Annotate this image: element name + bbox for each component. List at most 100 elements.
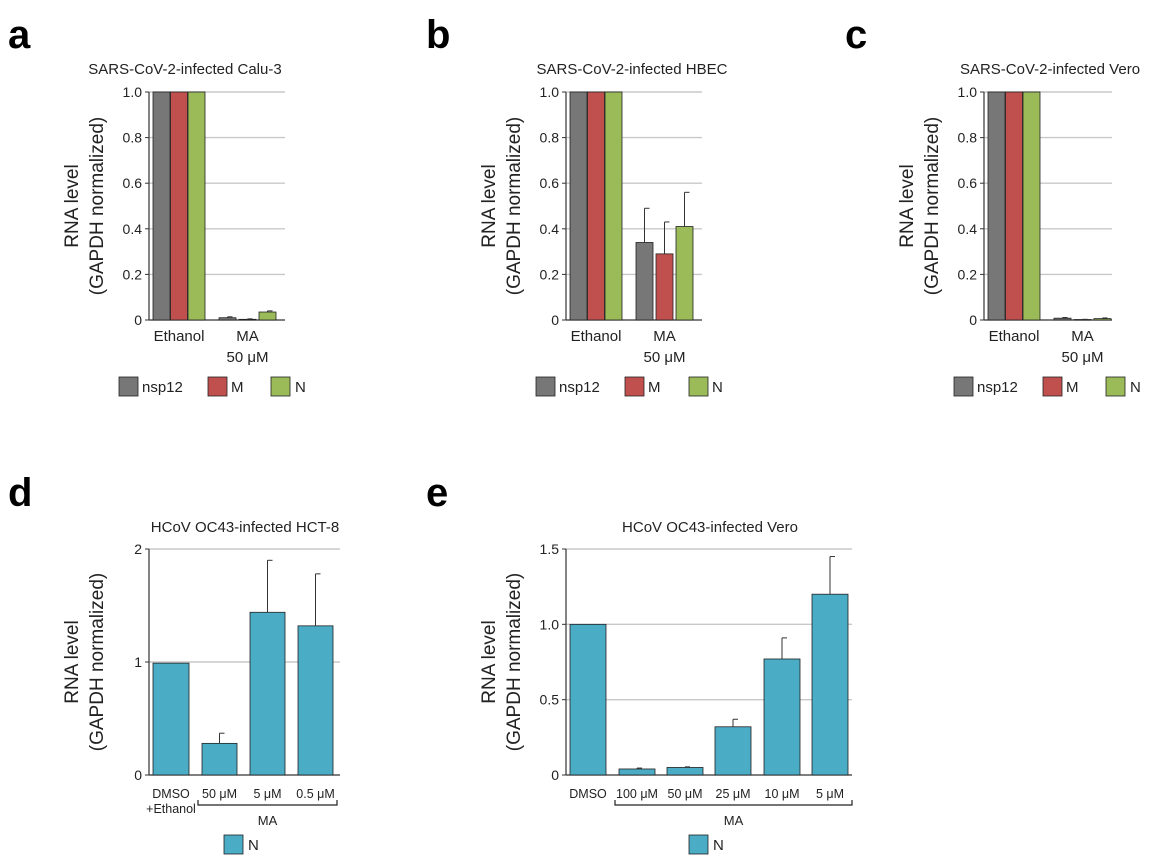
group-bracket xyxy=(614,800,853,806)
legend-swatch xyxy=(223,834,244,855)
x-category-label: Ethanol xyxy=(571,328,622,345)
y-tick-label: 0 xyxy=(134,767,142,783)
panel-letter: b xyxy=(426,13,450,57)
x-category-label: 50 μM xyxy=(668,787,703,801)
y-tick-label: 0.6 xyxy=(540,175,560,191)
panel-letter: a xyxy=(8,13,31,57)
x-category-label: 10 μM xyxy=(765,787,800,801)
x-category-label: DMSO xyxy=(569,787,607,801)
y-tick-label: 1.0 xyxy=(958,84,978,100)
bar-nsp12 xyxy=(987,91,1006,321)
y-tick-label: 0.2 xyxy=(958,266,978,282)
y-axis-label: RNA level xyxy=(479,164,500,247)
panel-e: e HCoV OC43-infected Vero 0 0.5 1.0 1.5 RNA le… xyxy=(426,471,853,855)
legend-swatch xyxy=(953,376,974,397)
legend-label: M xyxy=(1066,379,1079,396)
y-axis-label: RNA level xyxy=(62,620,83,703)
panel-letter: e xyxy=(426,471,448,515)
x-category-label: DMSO xyxy=(152,787,190,801)
panel-d: d HCoV OC43-infected HCT-8 0 1 2 RNA level (GA… xyxy=(8,471,340,855)
x-category-sublabel: 50 μM xyxy=(227,349,269,366)
bar-n xyxy=(666,767,704,776)
legend-swatch xyxy=(1105,376,1126,397)
bar-n xyxy=(1022,91,1041,321)
x-category-label: 100 μM xyxy=(616,787,658,801)
y-tick-label: 1.0 xyxy=(540,616,560,632)
x-category-label: 25 μM xyxy=(716,787,751,801)
bar-m xyxy=(1005,91,1023,321)
y-tick-label: 0.2 xyxy=(123,266,143,282)
y-axis-label-sub: (GAPDH normalized) xyxy=(922,117,943,295)
y-tick-label: 0.4 xyxy=(123,221,143,237)
legend-label: N xyxy=(712,379,723,396)
chart-title: SARS-CoV-2-infected Vero xyxy=(960,61,1140,78)
y-tick-label: 0 xyxy=(134,312,142,328)
x-category-label: 50 μM xyxy=(202,787,237,801)
y-tick-label: 0.4 xyxy=(958,221,978,237)
legend-label: M xyxy=(648,379,661,396)
y-tick-label: 0.8 xyxy=(540,130,560,146)
chart-title: SARS-CoV-2-infected HBEC xyxy=(537,61,728,78)
bar-n xyxy=(714,726,752,776)
y-axis-label: RNA level xyxy=(479,620,500,703)
panel-letter: c xyxy=(845,13,867,57)
y-tick-label: 0.5 xyxy=(540,692,560,708)
legend-swatch xyxy=(118,376,139,397)
bar-m xyxy=(655,253,674,321)
legend-swatch xyxy=(207,376,228,397)
legend-swatch xyxy=(535,376,556,397)
y-tick-label: 2 xyxy=(134,541,142,557)
legend-swatch xyxy=(270,376,291,397)
chart-title: SARS-CoV-2-infected Calu-3 xyxy=(88,61,281,78)
panel-letter: d xyxy=(8,471,32,515)
legend-label: nsp12 xyxy=(559,379,600,396)
legend-label: N xyxy=(1130,379,1141,396)
bar-nsp12 xyxy=(152,91,171,321)
bar-n xyxy=(763,658,801,776)
y-tick-label: 0.2 xyxy=(540,266,560,282)
y-axis-label: RNA level xyxy=(897,164,918,247)
x-category-label: 5 μM xyxy=(816,787,844,801)
x-category-label: Ethanol xyxy=(989,328,1040,345)
y-tick-label: 0.6 xyxy=(123,175,143,191)
y-tick-label: 1.0 xyxy=(540,84,560,100)
group-bracket xyxy=(197,800,338,806)
y-axis-label-sub: (GAPDH normalized) xyxy=(87,573,108,751)
legend-label: N xyxy=(295,379,306,396)
y-tick-label: 0 xyxy=(969,312,977,328)
y-tick-label: 0 xyxy=(551,312,559,328)
bar-n xyxy=(811,593,849,776)
x-category-label: 5 μM xyxy=(253,787,281,801)
panel-b: b SARS-CoV-2-infected HBEC 0 0.2 0.4 0.6 0.8 1.… xyxy=(426,13,728,397)
x-category-label: 0.5 μM xyxy=(296,787,334,801)
bar-n xyxy=(297,625,334,776)
legend-label: N xyxy=(713,837,724,854)
legend-label: nsp12 xyxy=(977,379,1018,396)
chart-title: HCoV OC43-infected Vero xyxy=(622,519,798,536)
bar-n xyxy=(201,742,238,776)
x-category-label: MA xyxy=(236,328,259,345)
bar-nsp12 xyxy=(569,91,588,321)
x-category-label: MA xyxy=(653,328,676,345)
y-tick-label: 1.5 xyxy=(540,541,560,557)
y-tick-label: 0.8 xyxy=(123,130,143,146)
y-tick-label: 1 xyxy=(134,654,142,670)
y-tick-label: 1.0 xyxy=(123,84,143,100)
y-tick-label: 0.8 xyxy=(958,130,978,146)
bar-n xyxy=(152,662,190,776)
bar-m xyxy=(587,91,605,321)
bar-n xyxy=(675,226,694,321)
group-bracket-label: MA xyxy=(258,813,278,828)
bar-m xyxy=(238,318,257,321)
panel-a: a SARS-CoV-2-infected Calu-3 0 0.2 0.4 0.6 0.8… xyxy=(8,13,306,397)
legend-swatch xyxy=(688,376,709,397)
chart-title: HCoV OC43-infected HCT-8 xyxy=(151,519,339,536)
group-bracket-label: MA xyxy=(724,813,744,828)
legend-label: M xyxy=(231,379,244,396)
legend-swatch xyxy=(624,376,645,397)
bar-n xyxy=(569,623,607,776)
y-tick-label: 0.6 xyxy=(958,175,978,191)
x-category-label: MA xyxy=(1071,328,1094,345)
bar-n xyxy=(249,611,286,776)
